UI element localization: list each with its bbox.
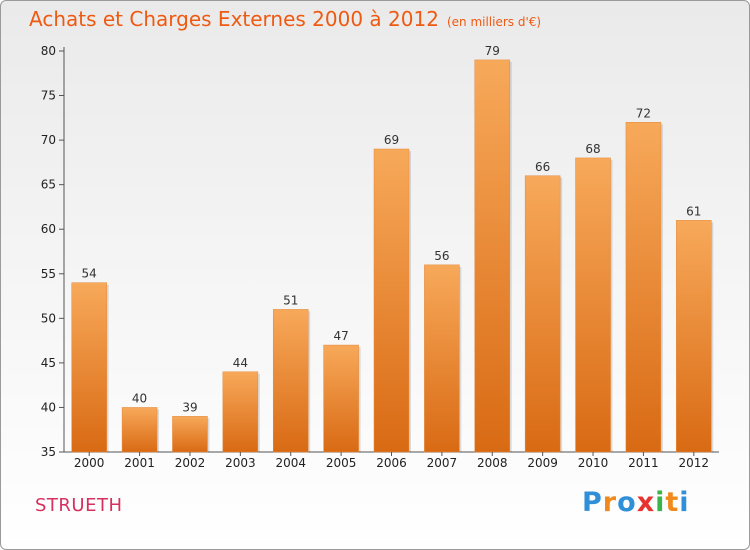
- bar: [625, 122, 662, 453]
- value-label: 47: [333, 329, 348, 343]
- x-tick-label: 2011: [628, 456, 659, 470]
- logo-letter: i: [679, 487, 690, 518]
- logo-letter: r: [602, 487, 618, 518]
- logo-letter: x: [636, 487, 656, 518]
- commune-name: STRUETH: [35, 495, 123, 516]
- value-label: 66: [535, 160, 550, 174]
- value-label: 69: [384, 133, 399, 147]
- y-tick-label: 60: [41, 222, 56, 236]
- x-tick-label: 2005: [326, 456, 357, 470]
- bar: [222, 371, 259, 453]
- value-label: 39: [182, 400, 197, 414]
- chart-subtitle: (en milliers d'€): [446, 15, 542, 29]
- bar: [575, 157, 611, 453]
- chart-title: Achats et Charges Externes 2000 à 2012 (e…: [29, 7, 541, 31]
- x-tick-label: 2000: [74, 456, 105, 470]
- bar: [474, 59, 511, 453]
- y-tick-label: 70: [41, 133, 56, 147]
- value-label: 68: [585, 142, 600, 156]
- bar: [71, 282, 107, 453]
- logo-letter: P: [582, 487, 603, 518]
- bar: [323, 344, 359, 453]
- y-tick-label: 75: [41, 89, 56, 103]
- x-tick-label: 2012: [679, 456, 710, 470]
- value-label: 61: [686, 204, 701, 218]
- logo-letter: t: [665, 487, 680, 518]
- y-tick-label: 55: [41, 267, 56, 281]
- x-tick-label: 2010: [578, 456, 609, 470]
- x-tick-label: 2001: [124, 456, 155, 470]
- y-tick-label: 35: [41, 445, 56, 459]
- y-tick-label: 45: [41, 356, 56, 370]
- value-label: 40: [132, 391, 147, 405]
- logo-letter: i: [655, 487, 666, 518]
- value-label: 54: [82, 267, 97, 281]
- y-tick-label: 65: [41, 178, 56, 192]
- bar: [676, 220, 712, 453]
- bar: [373, 148, 410, 453]
- bar: [121, 407, 158, 453]
- y-tick-label: 80: [41, 44, 56, 58]
- bar: [424, 264, 460, 453]
- value-label: 51: [283, 293, 298, 307]
- chart-title-text: Achats et Charges Externes 2000 à 2012: [29, 7, 439, 31]
- value-label: 44: [233, 356, 248, 370]
- y-tick-label: 50: [41, 311, 56, 325]
- bar: [172, 416, 208, 453]
- x-tick-label: 2002: [175, 456, 206, 470]
- logo-letter: o: [617, 487, 637, 518]
- value-label: 56: [434, 249, 449, 263]
- bar: [272, 309, 309, 453]
- x-tick-label: 2006: [376, 456, 407, 470]
- y-tick-label: 40: [41, 400, 56, 414]
- x-tick-label: 2003: [225, 456, 256, 470]
- value-label: 72: [636, 106, 651, 120]
- x-tick-label: 2009: [527, 456, 558, 470]
- value-label: 79: [485, 44, 500, 58]
- x-tick-label: 2007: [427, 456, 458, 470]
- proxiti-logo[interactable]: Proxiti: [582, 487, 690, 518]
- x-tick-label: 2008: [477, 456, 508, 470]
- bar: [524, 175, 561, 453]
- x-tick-label: 2004: [275, 456, 306, 470]
